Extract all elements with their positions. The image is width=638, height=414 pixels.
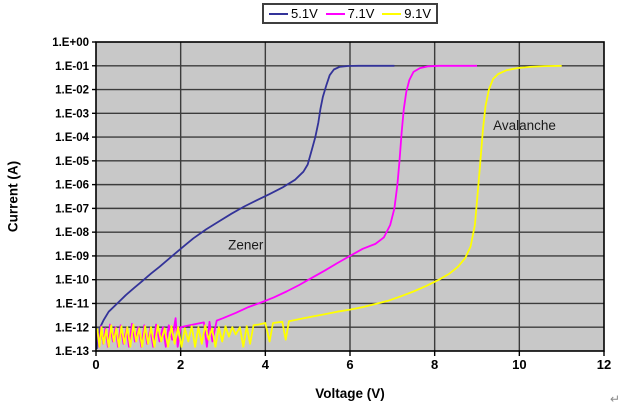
y-tick-label: 1.E-08 <box>55 227 89 239</box>
y-tick-label: 1.E-11 <box>56 298 90 310</box>
series-swatch-icon <box>269 12 288 15</box>
x-tick-label: 12 <box>597 357 611 372</box>
y-tick-label: 1.E-05 <box>55 156 89 168</box>
y-tick-label: 1.E-06 <box>55 180 89 192</box>
series-line-9.1V <box>96 64 562 348</box>
x-tick-label: 8 <box>431 357 438 372</box>
legend: 5.1V 7.1V 9.1V <box>262 3 438 24</box>
series-swatch-icon <box>382 12 402 15</box>
y-tick-label: 1.E-12 <box>55 322 89 334</box>
legend-label: 9.1V <box>404 6 431 21</box>
x-tick-label: 0 <box>92 357 99 372</box>
annotation-avalanche: Avalanche <box>493 118 556 133</box>
y-tick-label: 1.E-04 <box>55 132 89 144</box>
y-tick-label: 1.E-13 <box>55 346 89 358</box>
x-tick-label: 6 <box>346 357 353 372</box>
legend-label: 7.1V <box>347 6 375 21</box>
x-tick-label: 2 <box>177 357 184 372</box>
y-tick-label: 1.E-02 <box>55 85 89 97</box>
x-tick-label: 4 <box>262 357 270 372</box>
y-tick-label: 1.E+00 <box>52 37 89 49</box>
series-line-5.1V <box>95 64 395 350</box>
y-tick-label: 1.E-03 <box>55 108 89 120</box>
x-tick-label: 10 <box>512 357 526 372</box>
return-mark: ↵ <box>610 392 621 406</box>
legend-item: 9.1V <box>382 7 431 20</box>
y-tick-label: 1.E-10 <box>55 275 89 287</box>
y-axis-title: Current (A) <box>5 160 21 233</box>
legend-item: 5.1V <box>269 7 318 20</box>
y-tick-label: 1.E-09 <box>55 251 89 263</box>
y-tick-label: 1.E-07 <box>55 203 89 215</box>
annotation-zener: Zener <box>228 238 264 253</box>
legend-label: 5.1V <box>291 6 318 21</box>
series-swatch-icon <box>325 12 345 15</box>
y-tick-label: 1.E-01 <box>55 61 89 73</box>
legend-item: 7.1V <box>325 6 375 21</box>
x-axis-title: Voltage (V) <box>315 386 385 401</box>
